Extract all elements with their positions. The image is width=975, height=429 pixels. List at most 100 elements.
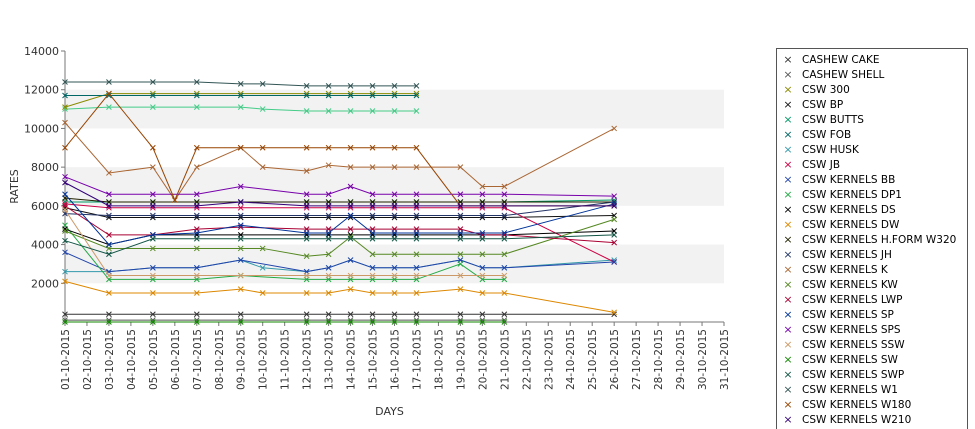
x-tick-label: 15-10-2015 [368,329,380,390]
series-21-point [479,319,486,325]
series-24-point [347,144,354,151]
series-25-point [413,203,420,209]
series-15-point [369,164,376,170]
series-16-point [611,216,618,223]
series-21-point [62,319,68,325]
legend-label: CSW KERNELS SP [802,309,894,321]
x-tick-label: 23-10-2015 [543,329,555,390]
extra-series-point [413,108,420,114]
series-1-point [106,311,112,318]
series-23-point [259,81,266,87]
series-14-point [237,212,244,219]
series-1-point [391,311,398,318]
y-tick-label: 2000 [31,277,59,290]
series-17-point [106,232,112,238]
series-14-point [479,212,486,219]
series-12-point [325,290,332,296]
series-18-point [413,230,420,236]
legend-item: × CASHEW CAKE [781,52,879,67]
x-tick-label: 19-10-2015 [455,329,467,390]
series-15-point [413,164,420,170]
series-19-point [62,173,68,180]
legend-item: × CSW KERNELS DS [781,202,895,217]
x-tick-label: 02-10-2015 [82,329,94,390]
series-21-point [347,319,354,325]
legend-item: × CSW KERNELS SP [781,307,894,322]
x-tick-label: 13-10-2015 [324,329,336,390]
series-12-point [369,290,376,296]
series-1-point [413,311,420,318]
series-18-point [193,230,200,236]
series-12-point [413,290,420,296]
series-15-point [150,164,156,170]
legend-label: CSW KERNELS W210 [802,414,912,426]
legend-item: × CASHEW SHELL [781,67,884,82]
legend-label: CSW KERNELS DW [802,219,900,231]
series-18-point [457,230,464,236]
legend-item: × CSW JB [781,157,840,172]
series-23-line [65,81,417,87]
legend-item: × CSW KERNELS W180 [781,397,911,412]
series-19-point [611,193,618,200]
legend-marker-icon: × [783,83,793,96]
series-1-point [193,311,200,318]
series-15-point [391,164,398,170]
x-tick-label: 10-10-2015 [258,329,270,390]
series-12-point [259,290,266,296]
series-8-point [237,204,244,211]
series-6-point [193,92,200,99]
legend-item: × CSW BUTTS [781,112,864,127]
legend-item: × CSW KERNELS H.FORM W320 [781,232,956,247]
series-16-point [193,245,200,252]
x-tick-label: 03-10-2015 [104,329,116,390]
legend-marker-icon: × [783,383,793,396]
series-24-point [150,144,156,151]
series-21-point [369,319,376,325]
series-16-point [369,251,376,258]
series-19-point [303,191,310,198]
legend-label: CSW BUTTS [802,114,864,126]
x-axis-label: DAYS [375,405,404,418]
series-25-point [150,203,156,209]
series-7-point [259,264,266,271]
series-14-point [391,212,398,219]
legend-marker-icon: × [783,188,793,201]
series-25-point [237,199,244,205]
legend-marker-icon: × [783,323,793,336]
legend-label: CSW JB [802,159,841,171]
series-24-point [391,144,398,151]
legend-item: × CSW FOB [781,127,851,142]
series-22-point [457,235,464,242]
x-tick-label: 28-10-2015 [653,329,665,390]
series-15-point [303,168,310,174]
chart-legend: × CASHEW CAKE × CASHEW SHELL × CSW 300 × CSW BP… [776,48,968,429]
series-16-point [325,251,332,258]
series-23-point [193,79,200,85]
series-15-point [62,119,68,126]
series-12-point [62,278,68,285]
legend-marker-icon: × [783,53,793,66]
series-7-point [62,268,68,275]
series-12-point [303,290,310,296]
x-tick-label: 06-10-2015 [170,329,182,390]
series-15-point [347,164,354,170]
series-18-point [369,230,376,236]
series-9-point [611,259,618,265]
series-9-point [347,257,354,263]
series-25-point [347,203,354,209]
series-23-point [150,79,156,85]
series-20-point [303,272,310,279]
series-22-point [347,235,354,242]
series-14-point [325,212,332,219]
extra-series-point [369,108,376,114]
legend-marker-icon: × [783,113,793,126]
series-10-line [64,224,505,280]
series-25-point [369,203,376,209]
x-tick-label: 16-10-2015 [390,329,402,390]
legend-marker-icon: × [783,68,793,81]
series-14-point [193,212,200,219]
series-1-point [611,311,618,318]
x-tick-label: 09-10-2015 [236,329,248,390]
series-20-point [501,272,508,279]
series-21-point [325,319,332,325]
